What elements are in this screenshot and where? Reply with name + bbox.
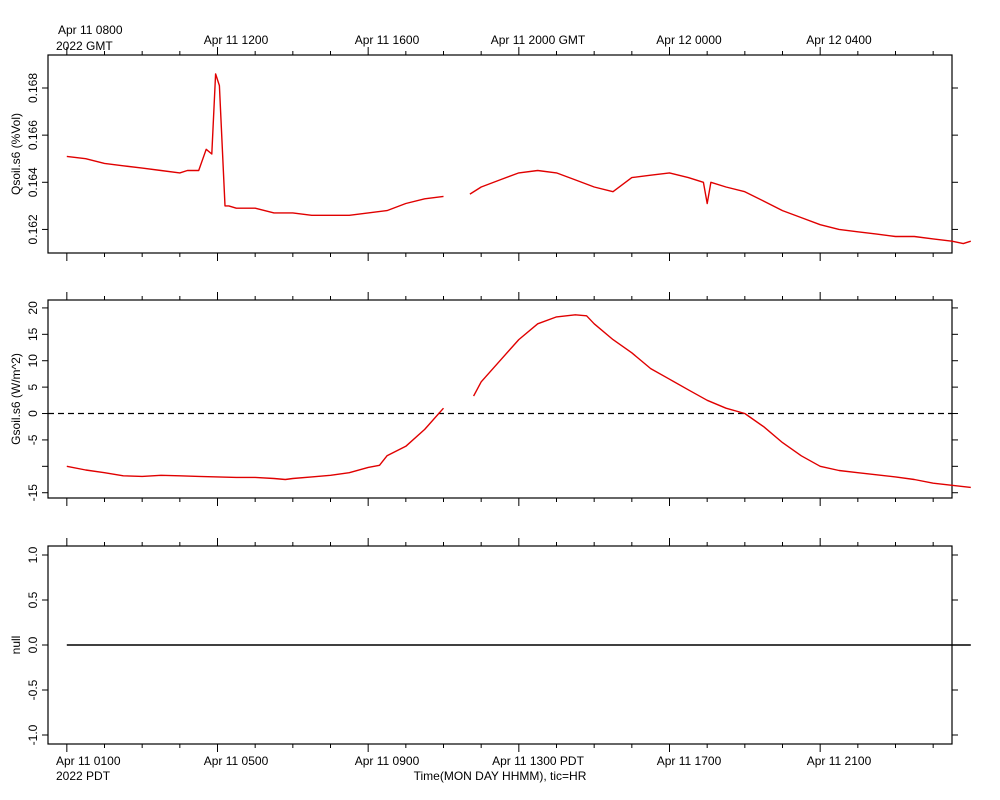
y-tick-labels: 0.162 0.164 0.166 0.168 -15 -5 0 5 10 15 20 -1.0 -0.…	[26, 73, 40, 746]
bottom-axis-title: Time(MON DAY HHMM), tic=HR	[414, 769, 587, 783]
y-tick-label-p0-3: 0.168	[26, 73, 40, 103]
y-tick-label-p1-6: 15	[26, 327, 40, 341]
bottom-axis-label-4: Apr 11 1700	[657, 754, 722, 768]
y-tick-label-p2-1: -0.5	[26, 679, 40, 700]
series-line-p0-seg1	[469, 169, 972, 245]
series-lines	[48, 73, 972, 646]
axis-ticks	[42, 47, 958, 752]
bottom-axis-label-1: Apr 11 0500	[204, 754, 269, 768]
series-line-p1-seg1	[472, 314, 971, 489]
y-tick-label-p2-3: 0.5	[26, 591, 40, 608]
bottom-axis-first-label: Apr 11 0100	[56, 754, 121, 768]
y-tick-label-p1-5: 10	[26, 354, 40, 368]
top-axis-first-label: Apr 11 0800	[58, 23, 123, 37]
bottom-axis-label-5: Apr 11 2100	[807, 754, 872, 768]
top-axis-label-1: Apr 11 1200	[204, 33, 269, 47]
y-tick-label-p0-0: 0.162	[26, 214, 40, 244]
bottom-axis-first-sub: 2022 PDT	[56, 769, 111, 783]
panel-gsoil-frame	[47, 299, 953, 499]
panel-null-ylabel: null	[9, 636, 23, 655]
y-tick-label-p2-0: -1.0	[26, 724, 40, 745]
panel-qsoil-frame	[47, 54, 953, 254]
top-axis-label-3: Apr 11 2000 GMT	[491, 33, 586, 47]
top-axis-label-2: Apr 11 1600	[355, 33, 420, 47]
panel-qsoil-ylabel: Qsoil.s6 (%Vol)	[9, 113, 23, 195]
y-tick-label-p1-7: 20	[26, 301, 40, 315]
top-axis-label-4: Apr 12 0000	[656, 33, 722, 47]
y-tick-label-p1-2: -5	[26, 434, 40, 445]
y-tick-label-p2-4: 1.0	[26, 546, 40, 563]
top-axis-label-5: Apr 12 0400	[806, 33, 872, 47]
y-tick-label-p1-4: 5	[26, 383, 40, 390]
y-tick-label-p0-1: 0.164	[26, 167, 40, 197]
y-tick-label-p1-0: -15	[26, 484, 40, 502]
y-tick-label-p1-3: 0	[26, 410, 40, 417]
y-tick-label-p0-2: 0.166	[26, 120, 40, 150]
y-tick-label-p2-2: 0.0	[26, 636, 40, 653]
top-axis-first-sub: 2022 GMT	[56, 39, 113, 53]
bottom-axis-label-2: Apr 11 0900	[355, 754, 420, 768]
series-line-p1-seg0	[66, 407, 445, 481]
series-line-p0-seg0	[66, 73, 444, 217]
panel-gsoil-ylabel: Gsoil.s6 (W/m^2)	[9, 353, 23, 445]
bottom-axis-label-3: Apr 11 1300 PDT	[492, 754, 584, 768]
